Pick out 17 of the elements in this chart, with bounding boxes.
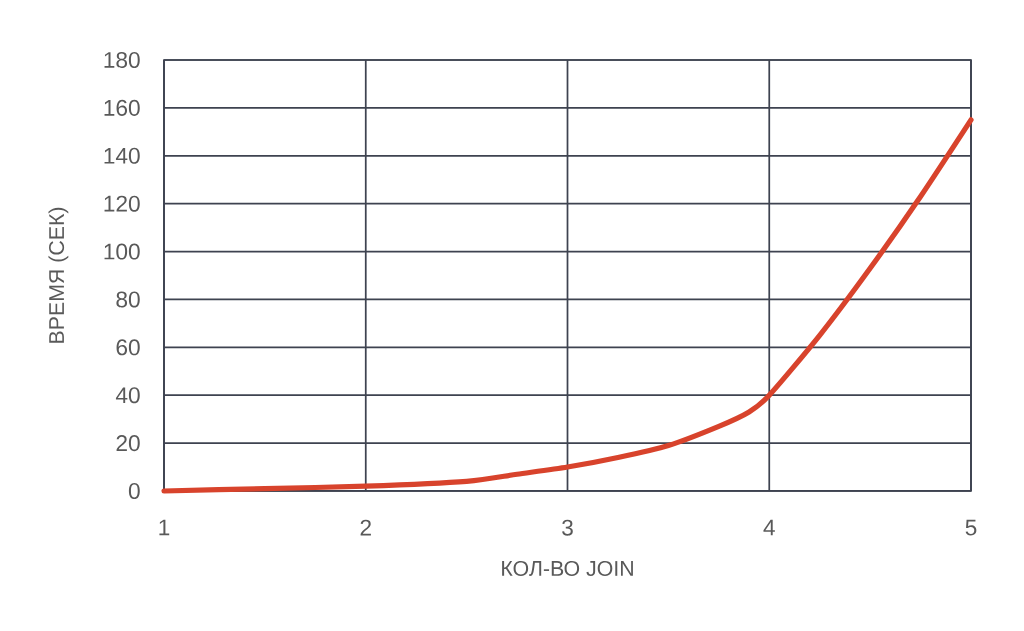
y-tick-label: 60 — [116, 339, 140, 356]
y-tick-label: 140 — [104, 147, 140, 164]
y-tick-label: 120 — [104, 195, 140, 212]
y-tick-label: 80 — [116, 291, 140, 308]
y-tick-label: 40 — [115, 387, 140, 404]
x-tick-label: 2 — [360, 519, 371, 536]
x-tick-label: 4 — [763, 519, 775, 536]
x-axis-title: КОЛ-ВО JOIN — [502, 560, 633, 576]
y-tick-label: 180 — [104, 51, 140, 69]
x-tick-label: 3 — [562, 519, 573, 536]
y-tick-label: 160 — [104, 99, 140, 116]
y-tick-label: 20 — [116, 435, 140, 452]
x-tick-label: 1 — [159, 519, 170, 536]
y-tick-label: 0 — [128, 482, 140, 500]
y-axis-title: ВРЕМЯ (СЕК) — [48, 207, 69, 343]
y-tick-label: 100 — [104, 243, 140, 260]
x-tick-label: 5 — [965, 519, 977, 536]
